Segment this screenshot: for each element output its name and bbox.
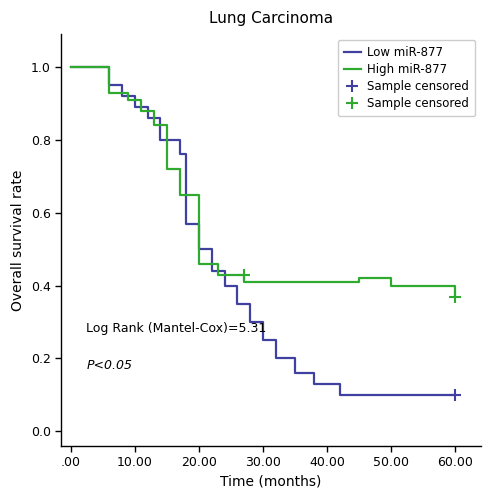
X-axis label: Time (months): Time (months): [220, 475, 322, 489]
Y-axis label: Overall survival rate: Overall survival rate: [11, 170, 25, 311]
Text: Log Rank (Mantel-Cox)=5.31: Log Rank (Mantel-Cox)=5.31: [86, 322, 267, 336]
Legend: Low miR-877, High miR-877, Sample censored, Sample censored: Low miR-877, High miR-877, Sample censor…: [338, 40, 475, 117]
Text: P<0.05: P<0.05: [86, 360, 132, 372]
Title: Lung Carcinoma: Lung Carcinoma: [209, 11, 333, 26]
